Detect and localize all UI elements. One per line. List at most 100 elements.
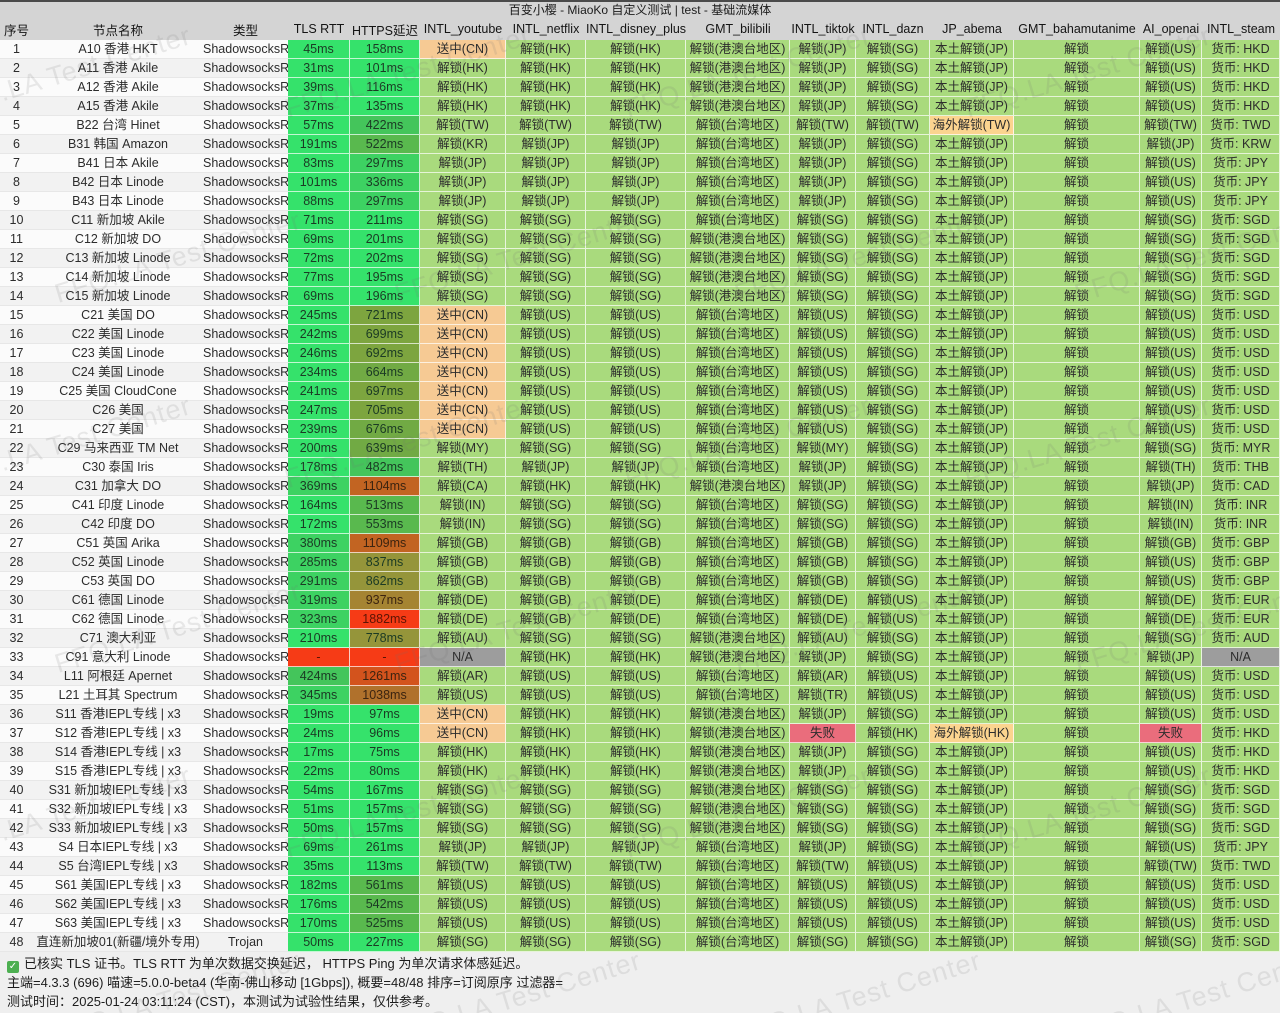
cell-steam: 货币: MYR <box>1202 439 1280 458</box>
cell-tls-rtt: 22ms <box>288 762 350 781</box>
cell-type: ShadowsocksR <box>203 914 288 933</box>
cell-youtube: 解锁(DE) <box>420 610 506 629</box>
cell-bahamut: 解锁 <box>1014 230 1140 249</box>
cell-netflix: 解锁(JP) <box>506 192 586 211</box>
cell-https-latency: 336ms <box>350 173 420 192</box>
cell-bahamut: 解锁 <box>1014 610 1140 629</box>
cell-tls-rtt: 191ms <box>288 135 350 154</box>
cell-dazn: 解锁(SG) <box>856 458 930 477</box>
cell-type: ShadowsocksR <box>203 97 288 116</box>
cell-steam: 货币: JPY <box>1202 838 1280 857</box>
cell-netflix: 解锁(GB) <box>506 610 586 629</box>
cell-https-latency: 721ms <box>350 306 420 325</box>
cell-tiktok: 解锁(AU) <box>790 629 856 648</box>
cell-bahamut: 解锁 <box>1014 192 1140 211</box>
cell-node-name: C22 美国 Linode <box>33 325 203 344</box>
cell-bahamut: 解锁 <box>1014 287 1140 306</box>
cell-disney-plus: 解锁(JP) <box>586 135 686 154</box>
cell-netflix: 解锁(GB) <box>506 591 586 610</box>
column-header-disney-plus: INTL_disney_plus <box>586 18 686 40</box>
cell-bahamut: 解锁 <box>1014 876 1140 895</box>
cell-youtube: 解锁(IN) <box>420 496 506 515</box>
cell-abema: 海外解锁(TW) <box>930 116 1014 135</box>
cell-disney-plus: 解锁(SG) <box>586 515 686 534</box>
cell-tls-rtt: 37ms <box>288 97 350 116</box>
cell-netflix: 解锁(SG) <box>506 268 586 287</box>
cell-netflix: 解锁(SG) <box>506 211 586 230</box>
cell-https-latency: 202ms <box>350 249 420 268</box>
cell-tls-rtt: 19ms <box>288 705 350 724</box>
cell-disney-plus: 解锁(JP) <box>586 838 686 857</box>
cell-index: 21 <box>0 420 33 439</box>
cell-index: 5 <box>0 116 33 135</box>
cell-disney-plus: 解锁(DE) <box>586 610 686 629</box>
cell-abema: 海外解锁(HK) <box>930 724 1014 743</box>
cell-bilibili: 解锁(台湾地区) <box>686 211 790 230</box>
cell-index: 41 <box>0 800 33 819</box>
cell-netflix: 解锁(SG) <box>506 249 586 268</box>
cell-https-latency: 553ms <box>350 515 420 534</box>
cell-node-name: A11 香港 Akile <box>33 59 203 78</box>
cell-netflix: 解锁(US) <box>506 325 586 344</box>
cell-bilibili: 解锁(台湾地区) <box>686 933 790 952</box>
cell-type: ShadowsocksR <box>203 458 288 477</box>
cell-netflix: 解锁(SG) <box>506 230 586 249</box>
cell-type: ShadowsocksR <box>203 800 288 819</box>
cell-node-name: S32 新加坡IEPL专线 | x3 <box>33 800 203 819</box>
cell-index: 9 <box>0 192 33 211</box>
cell-index: 38 <box>0 743 33 762</box>
cell-abema: 本土解锁(JP) <box>930 534 1014 553</box>
cell-node-name: C25 美国 CloudCone <box>33 382 203 401</box>
cell-index: 35 <box>0 686 33 705</box>
cell-tls-rtt: 45ms <box>288 40 350 59</box>
cell-steam: 货币: HKD <box>1202 40 1280 59</box>
cell-index: 45 <box>0 876 33 895</box>
cell-tls-rtt: 319ms <box>288 591 350 610</box>
cell-node-name: S12 香港IEPL专线 | x3 <box>33 724 203 743</box>
cell-tiktok: 解锁(US) <box>790 344 856 363</box>
table-row: 19 C25 美国 CloudCone ShadowsocksR 241ms 6… <box>0 382 1280 401</box>
column-header-netflix: INTL_netflix <box>506 18 586 40</box>
cell-index: 11 <box>0 230 33 249</box>
cell-netflix: 解锁(JP) <box>506 135 586 154</box>
table-row: 24 C31 加拿大 DO ShadowsocksR 369ms 1104ms … <box>0 477 1280 496</box>
cell-tiktok: 解锁(US) <box>790 306 856 325</box>
column-header-tiktok: INTL_tiktok <box>790 18 856 40</box>
cell-index: 20 <box>0 401 33 420</box>
cell-node-name: C13 新加坡 Linode <box>33 249 203 268</box>
cell-tls-rtt: 245ms <box>288 306 350 325</box>
column-header-dazn: INTL_dazn <box>856 18 930 40</box>
cell-tiktok: 解锁(AR) <box>790 667 856 686</box>
cell-youtube: 解锁(SG) <box>420 287 506 306</box>
cell-type: ShadowsocksR <box>203 249 288 268</box>
cell-disney-plus: 解锁(HK) <box>586 40 686 59</box>
cell-dazn: 解锁(SG) <box>856 629 930 648</box>
cell-netflix: 解锁(US) <box>506 344 586 363</box>
cell-https-latency: 116ms <box>350 78 420 97</box>
cell-type: ShadowsocksR <box>203 40 288 59</box>
cell-disney-plus: 解锁(JP) <box>586 173 686 192</box>
cell-abema: 本土解锁(JP) <box>930 458 1014 477</box>
cell-tls-rtt: 178ms <box>288 458 350 477</box>
cell-tls-rtt: 72ms <box>288 249 350 268</box>
cell-netflix: 解锁(HK) <box>506 97 586 116</box>
cell-bilibili: 解锁(港澳台地区) <box>686 78 790 97</box>
cell-dazn: 解锁(SG) <box>856 496 930 515</box>
cell-steam: 货币: SGD <box>1202 268 1280 287</box>
cell-https-latency: 522ms <box>350 135 420 154</box>
cell-tiktok: 解锁(JP) <box>790 648 856 667</box>
cell-abema: 本土解锁(JP) <box>930 249 1014 268</box>
cell-abema: 本土解锁(JP) <box>930 895 1014 914</box>
table-row: 3 A12 香港 Akile ShadowsocksR 39ms 116ms 解… <box>0 78 1280 97</box>
cell-abema: 本土解锁(JP) <box>930 762 1014 781</box>
cell-youtube: N/A <box>420 648 506 667</box>
cell-dazn: 解锁(US) <box>856 686 930 705</box>
cell-type: ShadowsocksR <box>203 59 288 78</box>
cell-dazn: 解锁(US) <box>856 591 930 610</box>
cell-openai: 解锁(SG) <box>1140 249 1202 268</box>
cell-bahamut: 解锁 <box>1014 686 1140 705</box>
cell-openai: 解锁(US) <box>1140 97 1202 116</box>
cell-steam: 货币: SGD <box>1202 211 1280 230</box>
cell-dazn: 解锁(US) <box>856 610 930 629</box>
